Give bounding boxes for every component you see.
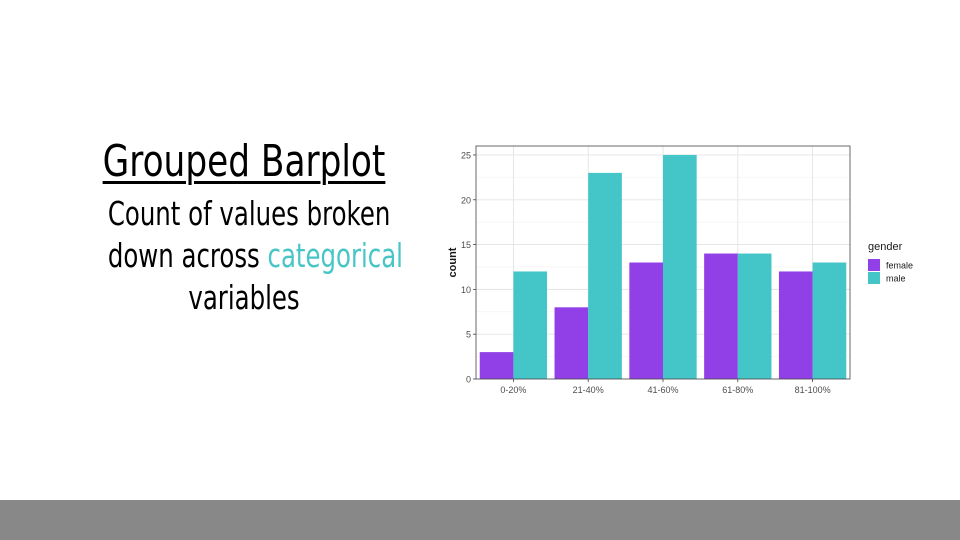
x-tick-label: 0-20% [500, 385, 526, 395]
x-tick-label: 81-100% [795, 385, 831, 395]
bar-male-4 [737, 253, 772, 379]
bar-male-3 [663, 154, 697, 379]
y-tick-label: 20 [461, 195, 471, 205]
bar-female-3 [629, 262, 663, 379]
subtitle-accent-word: categorical [267, 236, 403, 275]
grouped-bar-chart: 0 5 10 15 20 25 0-20% 21-40% 41-60% 61-80% 81-100%… [447, 145, 913, 395]
subtitle-line-1: Count of values broken [107, 194, 391, 233]
bar-female-2 [554, 307, 589, 379]
subtitle-line-3: variables [188, 278, 300, 317]
y-tick-label: 5 [466, 330, 471, 340]
bar-female-1 [479, 352, 514, 379]
bar-male-2 [588, 172, 622, 379]
bar-female-4 [704, 253, 738, 379]
subtitle-line-2-prefix: down across [107, 236, 268, 275]
y-tick-label: 25 [461, 150, 471, 160]
slide-title: Grouped Barplot [102, 136, 386, 187]
chart-container: 0 5 10 15 20 25 0-20% 21-40% 41-60% 61-80% 81-100%… [440, 140, 930, 410]
legend-label-female: female [886, 261, 913, 271]
legend-label-male: male [886, 274, 906, 284]
footer-bar [0, 500, 960, 540]
legend-title: gender [868, 241, 903, 253]
y-tick-label: 0 [466, 375, 471, 385]
x-tick-label: 21-40% [573, 385, 604, 395]
x-tick-label: 41-60% [647, 385, 678, 395]
x-tick-label: 61-80% [722, 385, 753, 395]
y-axis-label: count [447, 247, 459, 277]
slide-text-block: Grouped Barplot Count of values broken d… [60, 132, 428, 318]
bar-male-1 [513, 271, 548, 379]
subtitle-line-2: down across categorical [107, 236, 403, 276]
bar-male-5 [812, 262, 847, 379]
bar-female-5 [778, 271, 813, 379]
y-tick-label: 10 [461, 285, 471, 295]
legend-key-female [868, 259, 880, 271]
y-tick-label: 15 [461, 240, 471, 250]
legend-key-male [868, 272, 880, 284]
